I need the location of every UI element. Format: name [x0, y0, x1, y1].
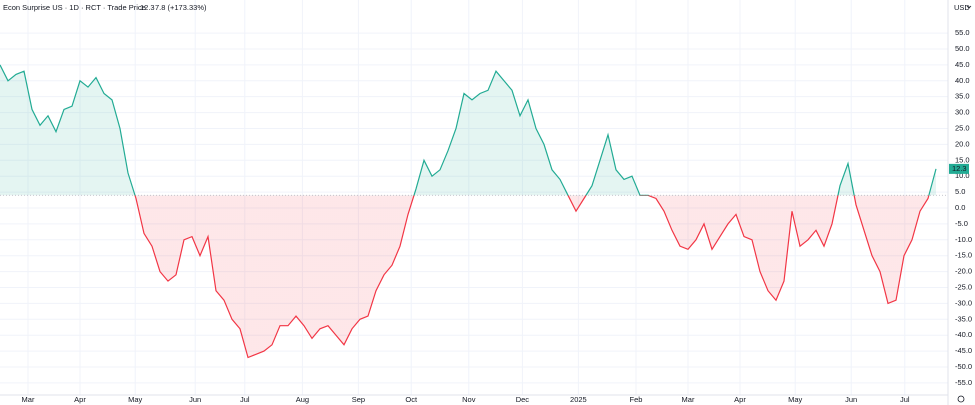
x-tick-label: Mar	[682, 395, 695, 404]
x-tick-label: May	[128, 395, 142, 404]
y-tick-label: 35.0	[955, 92, 970, 101]
x-tick-label: Oct	[405, 395, 418, 404]
y-tick-label: -55.0	[955, 378, 972, 387]
y-tick-label: -40.0	[955, 330, 972, 339]
x-tick-label: Apr	[734, 395, 746, 404]
chart-title: Econ Surprise US · 1D · RCT · Trade Pric…	[3, 3, 146, 12]
y-tick-label: 40.0	[955, 76, 970, 85]
y-tick-label: 0.0	[955, 203, 965, 212]
y-tick-label: -45.0	[955, 346, 972, 355]
x-tick-label: 2025	[570, 395, 587, 404]
settings-icon[interactable]	[957, 395, 965, 403]
y-tick-label: -20.0	[955, 267, 972, 276]
x-tick-label: Apr	[74, 395, 86, 404]
x-tick-label: Dec	[516, 395, 530, 404]
y-tick-label: -10.0	[955, 235, 972, 244]
x-tick-label: Nov	[462, 395, 476, 404]
y-tick-label: 15.0	[955, 155, 970, 164]
y-tick-label: -50.0	[955, 362, 972, 371]
y-tick-label: 25.0	[955, 123, 970, 132]
y-tick-label: 10.0	[955, 171, 970, 180]
y-tick-label: 5.0	[955, 187, 965, 196]
x-tick-label: Jun	[845, 395, 857, 404]
y-tick-label: 30.0	[955, 108, 970, 117]
y-tick-label: 55.0	[955, 28, 970, 37]
series-line	[0, 64, 937, 359]
x-tick-label: Feb	[630, 395, 643, 404]
header-change: 7.8 (+173.33%)	[155, 3, 207, 12]
y-tick-label: 20.0	[955, 139, 970, 148]
plot	[0, 64, 948, 359]
y-tick-label: -15.0	[955, 251, 972, 260]
x-tick-label: Aug	[296, 395, 309, 404]
x-tick-label: Jul	[240, 395, 250, 404]
y-tick-label: 45.0	[955, 60, 970, 69]
x-tick-label: May	[788, 395, 802, 404]
area-fill	[0, 64, 936, 358]
x-tick-label: Jul	[900, 395, 910, 404]
y-tick-label: 50.0	[955, 44, 970, 53]
x-tick-label: Jun	[189, 395, 201, 404]
price-badge	[949, 163, 969, 174]
x-tick-label: Sep	[352, 395, 365, 404]
header-last-value: 12.3	[140, 3, 155, 12]
x-tick-label: Mar	[22, 395, 35, 404]
axes: 55.0 50.0 45.0 40.0 35.0 30.0 25.0 20.0 15.0 10.0…	[22, 28, 973, 404]
y-tick-label: -30.0	[955, 298, 972, 307]
currency[interactable]: USD	[954, 3, 970, 12]
y-tick-label: -25.0	[955, 282, 972, 291]
y-tick-label: -5.0	[955, 219, 968, 228]
currency-caret	[966, 5, 972, 9]
y-tick-label: -35.0	[955, 314, 972, 323]
price-label: 12.3	[952, 164, 967, 173]
